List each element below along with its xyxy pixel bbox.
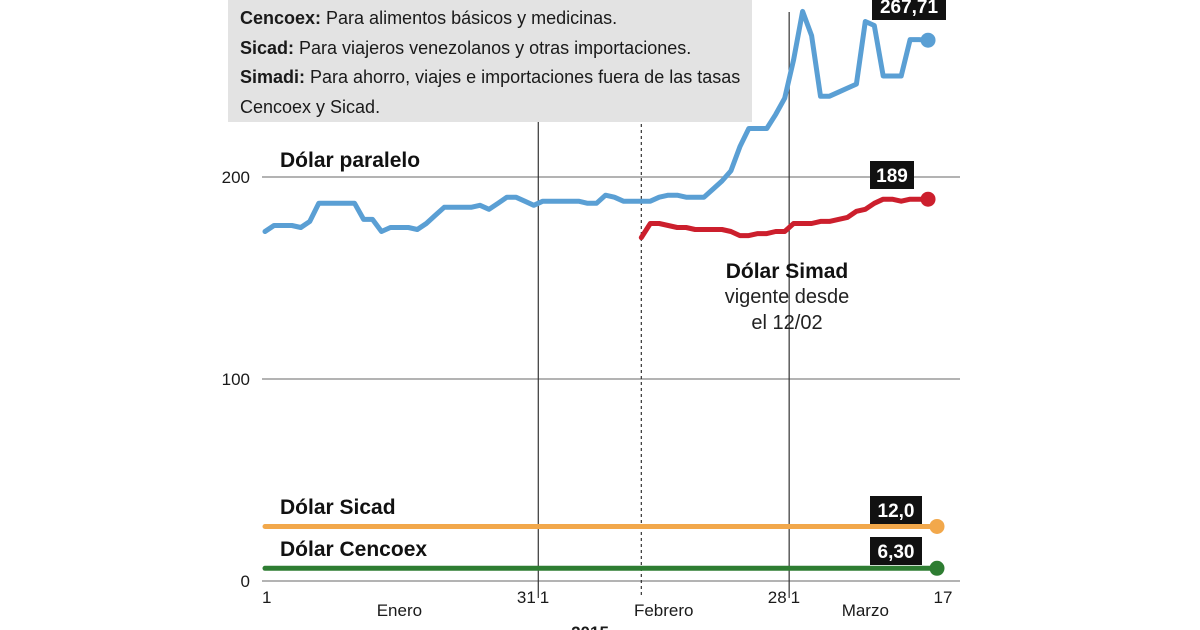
end-point-sicad [929, 518, 945, 534]
end-value-paralelo: 267,71 [880, 0, 939, 18]
legend-item-cencoex: Cencoex: Para alimentos básicos y medici… [240, 8, 618, 28]
month-label: Febrero [634, 601, 694, 620]
end-value-badge-paralelo [872, 0, 946, 20]
month-label: Enero [377, 601, 422, 620]
year-label: 2015 [571, 623, 609, 630]
series-line-simad [638, 196, 931, 241]
legend-item-sicad: Sicad: Para viajeros venezolanos y otras… [240, 37, 692, 58]
y-tick-label: 100 [222, 370, 250, 389]
x-tick-label: 31 [517, 588, 536, 607]
x-tick-label: 1 [262, 588, 271, 607]
series-line-paralelo [262, 8, 931, 234]
end-value-badge-cencoex [870, 537, 922, 565]
series-label-simad: Dólar Simad [726, 260, 849, 283]
end-value-badge-simad [870, 161, 914, 189]
month-label: Marzo [842, 601, 889, 620]
end-value-badge-sicad [870, 496, 922, 524]
end-point-paralelo [920, 32, 936, 48]
end-point-simad [920, 191, 936, 207]
simad-note-line: el 12/02 [751, 312, 822, 334]
simad-note-line: vigente desde [725, 286, 850, 308]
legend-item-simadi: Simadi: Para ahorro, viajes e importacio… [240, 67, 741, 117]
end-value-simad: 189 [876, 166, 908, 187]
x-tick-label: 17 [934, 588, 953, 607]
y-tick-label: 200 [222, 168, 250, 187]
series-label-cencoex: Dólar Cencoex [280, 538, 427, 561]
x-tick-label: 28 [768, 588, 787, 607]
x-tick-label: 1 [791, 588, 800, 607]
end-value-sicad: 12,0 [878, 501, 915, 522]
legend-box: Cencoex: Para alimentos básicos y medici… [228, 0, 752, 122]
end-point-cencoex [929, 560, 945, 576]
y-tick-label: 0 [241, 572, 250, 591]
series-label-paralelo: Dólar paralelo [280, 149, 420, 172]
end-value-cencoex: 6,30 [878, 542, 915, 563]
x-tick-label: 1 [540, 588, 549, 607]
series-label-sicad: Dólar Sicad [280, 496, 396, 519]
